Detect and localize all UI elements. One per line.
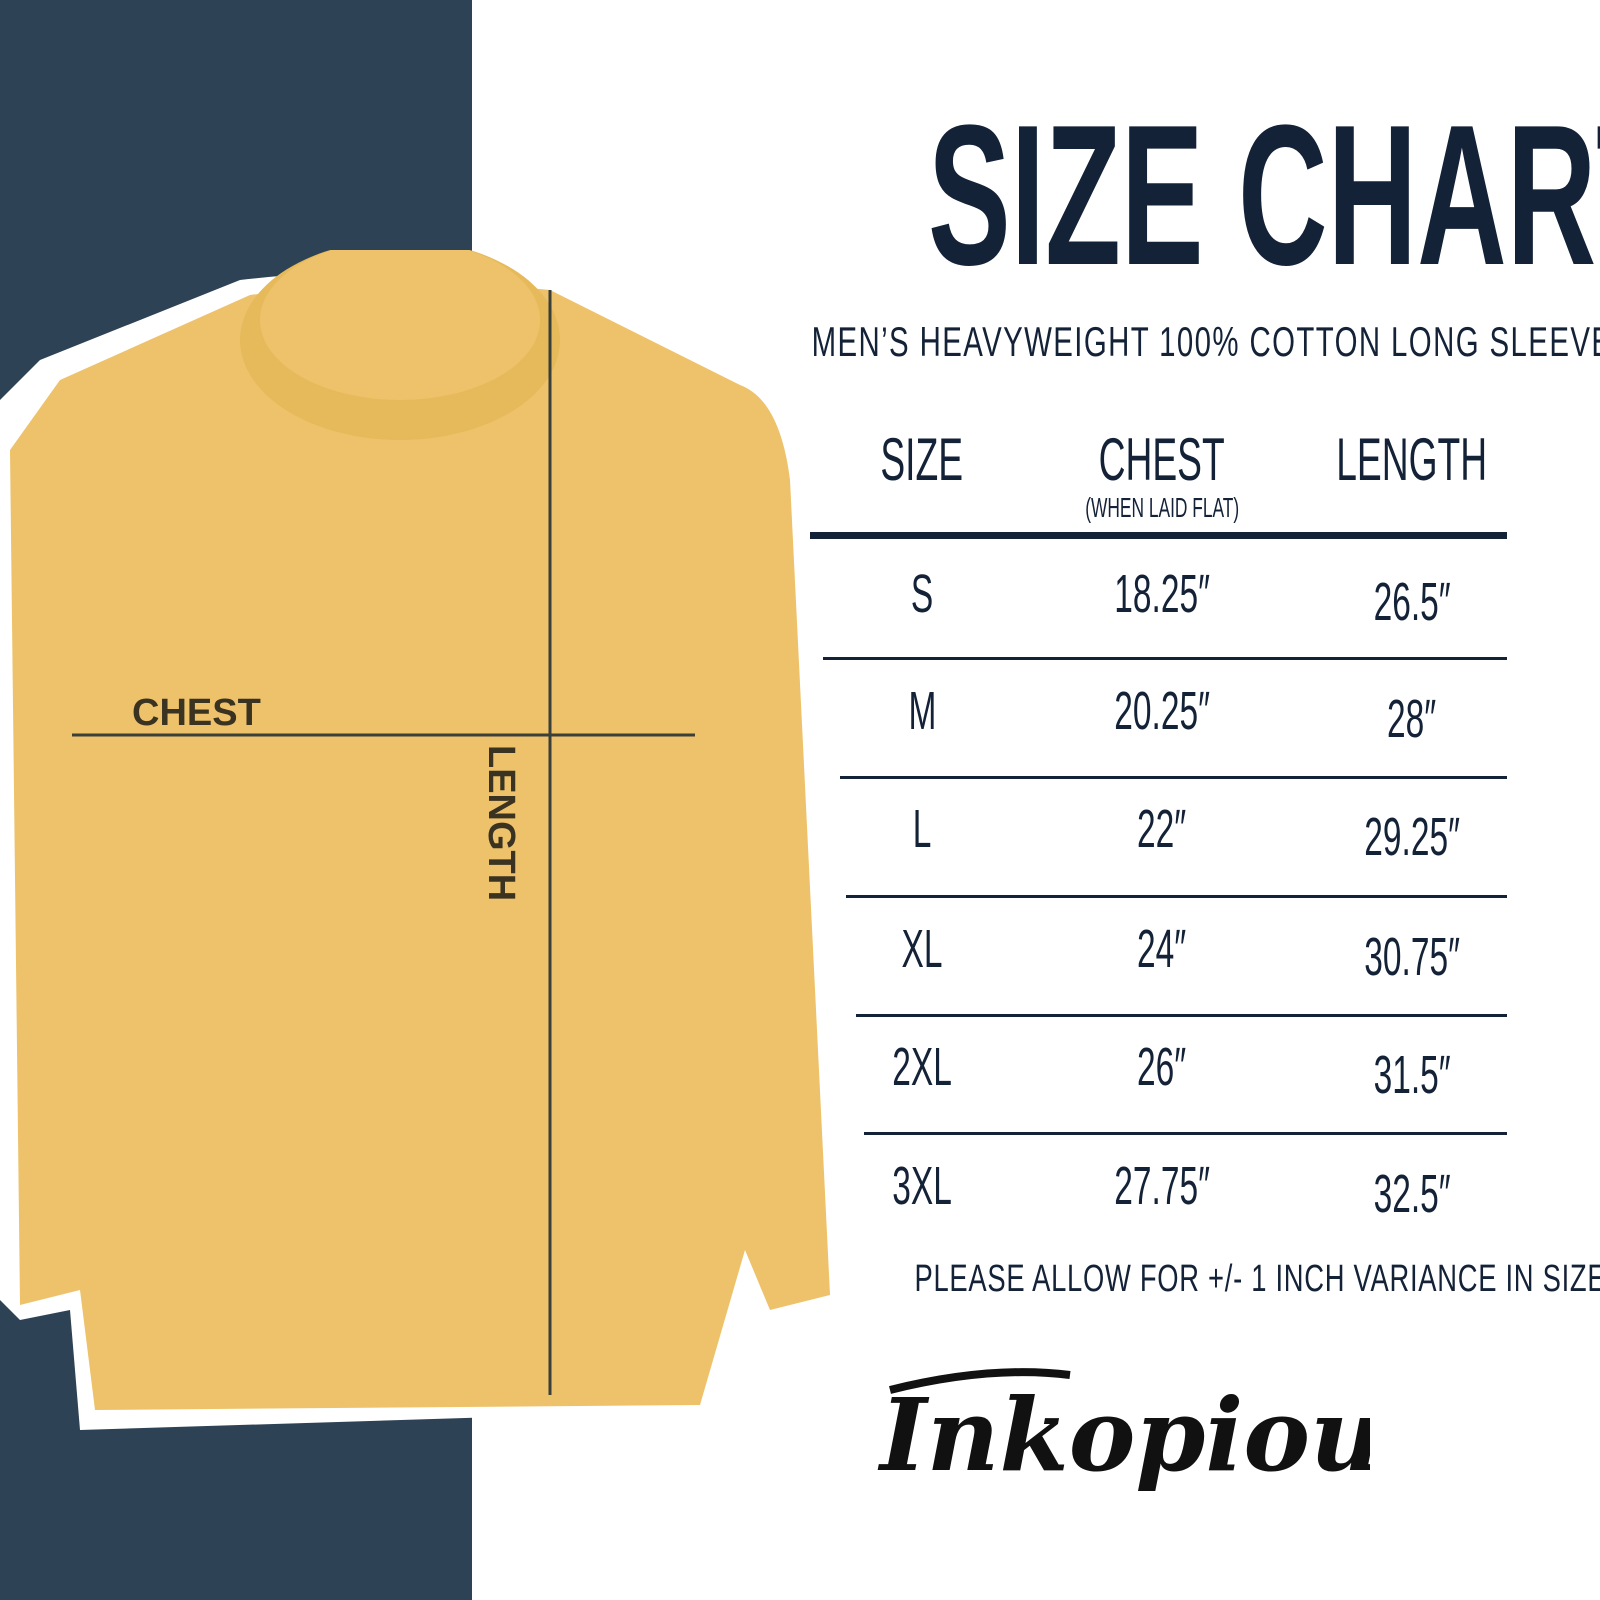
cell-size-text: S xyxy=(910,564,934,624)
header-length-text: LENGTH xyxy=(1336,426,1488,493)
variance-note: PLEASE ALLOW FOR +/- 1 INCH VARIANCE IN … xyxy=(780,1258,1600,1301)
cell-chest-text: 22″ xyxy=(1137,799,1187,859)
chest-label: CHEST xyxy=(132,692,261,734)
cell-chest: 26″ xyxy=(1032,1036,1292,1098)
cell-size-text: XL xyxy=(901,919,943,979)
subtitle-text: MEN’S HEAVYWEIGHT 100% COTTON LONG SLEEV… xyxy=(811,318,1600,365)
cell-size: 3XL xyxy=(792,1155,1052,1217)
cell-chest: 22″ xyxy=(1032,798,1292,860)
cell-length-text: 28″ xyxy=(1387,689,1437,749)
row-divider xyxy=(840,776,1507,779)
cell-length-text: 26.5″ xyxy=(1373,572,1451,632)
length-label: LENGTH xyxy=(480,745,522,902)
cell-chest-text: 27.75″ xyxy=(1114,1156,1210,1216)
cell-length: 31.5″ xyxy=(1282,1044,1542,1106)
title-text: SIZE CHART xyxy=(928,84,1600,307)
cell-length: 26.5″ xyxy=(1282,571,1542,633)
cell-chest-text: 18.25″ xyxy=(1114,564,1210,624)
cell-length-text: 32.5″ xyxy=(1373,1164,1451,1224)
header-length: LENGTH xyxy=(1282,425,1542,494)
header-chest-note-text: (WHEN LAID FLAT) xyxy=(1084,492,1239,523)
row-divider xyxy=(864,1132,1507,1135)
cell-chest: 18.25″ xyxy=(1032,563,1292,625)
cell-length: 29.25″ xyxy=(1282,806,1542,868)
cell-length-text: 29.25″ xyxy=(1364,807,1460,867)
cell-length-text: 30.75″ xyxy=(1364,927,1460,987)
header-chest: CHEST xyxy=(1032,425,1292,494)
cell-length: 28″ xyxy=(1282,688,1542,750)
inkopious-logo: Inkopious xyxy=(877,1368,1370,1494)
header-chest-note: (WHEN LAID FLAT) xyxy=(1032,492,1292,524)
cell-chest: 20.25″ xyxy=(1032,680,1292,742)
cell-chest: 24″ xyxy=(1032,918,1292,980)
subtitle: MEN’S HEAVYWEIGHT 100% COTTON LONG SLEEV… xyxy=(640,318,1600,366)
cell-chest-text: 26″ xyxy=(1137,1037,1187,1097)
header-size-text: SIZE xyxy=(880,426,964,493)
page-title: SIZE CHART xyxy=(700,96,1600,296)
cell-size: L xyxy=(792,798,1052,860)
header-chest-text: CHEST xyxy=(1098,426,1226,493)
cell-size-text: M xyxy=(908,681,936,741)
cell-size: 2XL xyxy=(792,1036,1052,1098)
header-divider xyxy=(810,532,1507,539)
cell-size: M xyxy=(792,680,1052,742)
variance-note-text: PLEASE ALLOW FOR +/- 1 INCH VARIANCE IN … xyxy=(914,1258,1600,1300)
row-divider xyxy=(856,1014,1507,1017)
cell-size-text: L xyxy=(912,799,932,859)
cell-size-text: 3XL xyxy=(892,1156,952,1216)
header-size: SIZE xyxy=(792,425,1052,494)
cell-size-text: 2XL xyxy=(892,1037,952,1097)
cell-chest-text: 20.25″ xyxy=(1114,681,1210,741)
row-divider xyxy=(823,657,1507,660)
cell-length: 30.75″ xyxy=(1282,926,1542,988)
long-sleeve-shirt-image xyxy=(0,250,850,1430)
cell-chest-text: 24″ xyxy=(1137,919,1187,979)
cell-size: XL xyxy=(792,918,1052,980)
cell-length-text: 31.5″ xyxy=(1373,1045,1451,1105)
logo-text: Inkopious xyxy=(877,1376,1370,1494)
cell-size: S xyxy=(792,563,1052,625)
row-divider xyxy=(846,895,1507,898)
cell-length: 32.5″ xyxy=(1282,1163,1542,1225)
cell-chest: 27.75″ xyxy=(1032,1155,1292,1217)
